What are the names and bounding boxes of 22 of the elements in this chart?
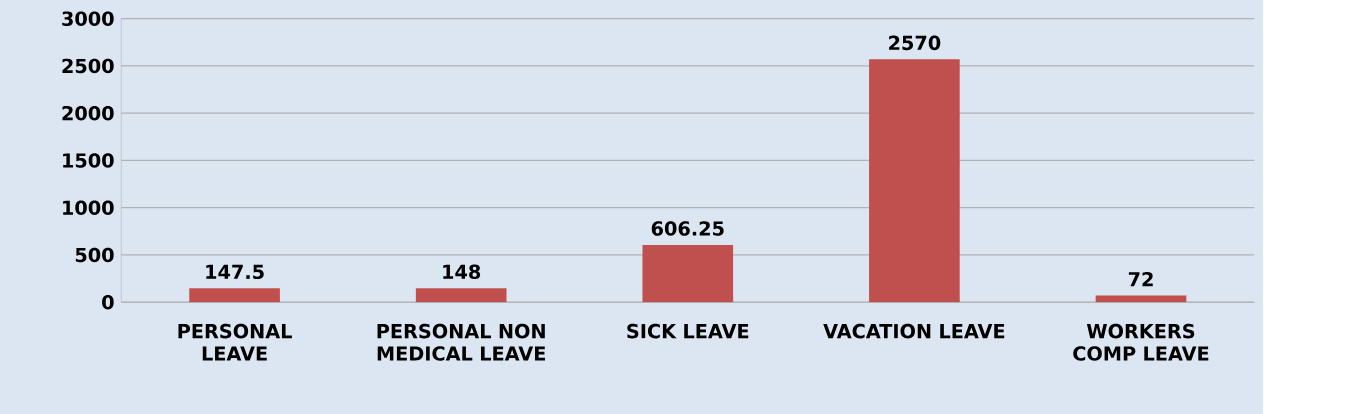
bar <box>189 288 280 303</box>
x-tick-label: PERSONAL NON MEDICAL LEAVE <box>377 323 545 361</box>
data-label: 147.5 <box>206 264 264 280</box>
x-tick-label: SICK LEAVE <box>627 323 749 339</box>
bar <box>869 59 960 303</box>
y-tick-label: 0 <box>102 294 114 310</box>
data-label: 606.25 <box>651 221 724 236</box>
y-tick-label: 2000 <box>62 105 114 121</box>
bar <box>415 288 507 303</box>
x-tick-label: PERSONAL LEAVE <box>178 323 292 361</box>
y-tick-label: 2500 <box>62 58 114 74</box>
bar <box>642 244 734 303</box>
y-tick-label: 500 <box>75 247 114 263</box>
data-label: 2570 <box>889 35 941 51</box>
x-tick-label: WORKERS COMP LEAVE <box>1073 323 1209 361</box>
bar <box>1095 295 1187 303</box>
y-tick-label: 1000 <box>63 200 114 215</box>
data-label: 148 <box>443 264 481 279</box>
y-tick-label: 1500 <box>63 153 114 168</box>
y-tick-label: 3000 <box>62 11 114 26</box>
data-label: 72 <box>1128 271 1153 287</box>
x-tick-label: VACATION LEAVE <box>823 323 1005 339</box>
